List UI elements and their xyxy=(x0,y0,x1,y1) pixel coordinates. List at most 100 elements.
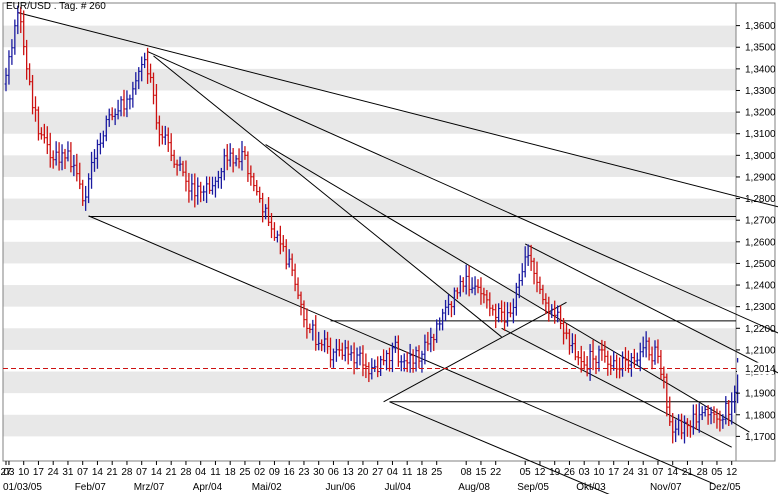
ohlc-bar xyxy=(96,139,99,169)
ohlc-bar xyxy=(659,349,663,380)
ohlc-bar xyxy=(391,342,394,373)
ohlc-bar xyxy=(90,151,93,189)
x-tick-label: 07 xyxy=(136,467,148,478)
ohlc-bar xyxy=(509,302,512,318)
grid-band xyxy=(3,371,736,394)
x-tick-label: 27 xyxy=(0,467,12,478)
ohlc-bar xyxy=(93,149,96,172)
ohlc-bar xyxy=(273,222,276,241)
y-tick-label: 1,2600 xyxy=(745,237,776,248)
x-tick-label: 07 xyxy=(652,467,664,478)
x-tick-label: 25 xyxy=(239,467,251,478)
ohlc-bar xyxy=(709,406,713,425)
ohlc-bar xyxy=(337,339,341,357)
ohlc-bar xyxy=(627,350,630,373)
ohlc-bar xyxy=(423,334,427,365)
ohlc-bar xyxy=(494,303,498,329)
ohlc-bar xyxy=(237,148,241,169)
ohlc-bar xyxy=(550,304,554,319)
ohlc-bar xyxy=(464,264,468,295)
ohlc-bar xyxy=(54,141,58,166)
x-tick-label: 11 xyxy=(402,467,413,478)
ohlc-bar xyxy=(128,94,132,110)
ohlc-bar xyxy=(609,355,613,376)
price-bars xyxy=(4,5,739,444)
ohlc-bar xyxy=(367,362,371,383)
ohlc-bar xyxy=(671,413,675,444)
grid-band xyxy=(3,414,736,437)
ohlc-bar xyxy=(113,108,117,126)
ohlc-bar xyxy=(355,347,359,370)
ohlc-bar xyxy=(346,340,350,365)
ohlc-bar xyxy=(187,172,191,203)
x-month-label: Feb/07 xyxy=(75,482,107,493)
ohlc-bar xyxy=(270,212,273,239)
x-tick-label: 31 xyxy=(638,467,650,478)
ohlc-bar xyxy=(48,132,52,168)
ohlc-bar xyxy=(641,336,645,358)
ohlc-bar xyxy=(653,340,657,365)
ohlc-bar xyxy=(45,126,49,155)
ohlc-bar xyxy=(81,179,85,206)
ohlc-bar xyxy=(453,287,456,316)
x-tick-label: 28 xyxy=(180,467,192,478)
x-month-label: Aug/08 xyxy=(458,482,490,493)
y-tick-label: 1,2700 xyxy=(745,216,776,227)
ohlc-bar xyxy=(689,420,692,438)
x-tick-label: 14 xyxy=(151,467,163,478)
ohlc-bar xyxy=(352,342,356,375)
ohlc-bar xyxy=(420,350,424,373)
ohlc-bar xyxy=(246,151,250,182)
x-tick-label: 25 xyxy=(431,467,443,478)
trendline-steep-b xyxy=(265,144,750,433)
ohlc-bar xyxy=(60,144,64,171)
ohlc-bar xyxy=(287,249,291,268)
ohlc-bar xyxy=(470,277,474,294)
y-tick-label: 1,1900 xyxy=(745,389,776,400)
x-tick-label: 20 xyxy=(357,467,369,478)
ohlc-bar xyxy=(199,181,203,203)
ohlc-bar xyxy=(84,185,88,211)
ohlc-bar xyxy=(686,418,689,437)
ohlc-bar xyxy=(506,302,509,327)
ohlc-bar xyxy=(31,74,34,115)
ohlc-bar xyxy=(503,301,506,331)
ohlc-bar xyxy=(399,355,403,372)
ohlc-bar xyxy=(134,72,138,95)
ohlc-bar xyxy=(529,244,533,271)
y-tick-label: 1,3200 xyxy=(745,108,776,119)
ohlc-bar xyxy=(340,342,344,360)
x-tick-label: 13 xyxy=(343,467,355,478)
grid-band xyxy=(3,241,736,264)
ohlc-bar xyxy=(66,141,70,162)
grid-band xyxy=(3,198,736,221)
ohlc-bar xyxy=(190,173,194,201)
ohlc-bar xyxy=(152,72,155,105)
ohlc-bar xyxy=(72,154,76,177)
ohlc-bar xyxy=(520,263,524,286)
ohlc-bar xyxy=(122,89,126,117)
x-tick-label: 21 xyxy=(107,467,119,478)
ohlc-bar xyxy=(261,192,265,223)
ohlc-bar xyxy=(467,265,471,297)
ohlc-bar xyxy=(34,96,37,122)
ohlc-bar xyxy=(500,300,503,323)
ohlc-bar xyxy=(526,244,530,266)
ohlc-bar xyxy=(588,344,592,381)
ohlc-bar xyxy=(724,396,728,425)
ohlc-bar xyxy=(125,90,129,118)
x-tick-label: 16 xyxy=(284,467,296,478)
x-tick-label: 09 xyxy=(269,467,281,478)
ohlc-bar xyxy=(674,419,678,443)
ohlc-bar xyxy=(585,356,589,377)
y-tick-label: 1,2800 xyxy=(745,194,776,205)
ohlc-bar xyxy=(205,176,208,203)
x-tick-label: 28 xyxy=(697,467,709,478)
ohlc-bar xyxy=(612,351,616,371)
x-month-label: Sep/05 xyxy=(517,482,549,493)
ohlc-bar xyxy=(160,125,164,145)
ohlc-bar xyxy=(110,107,114,121)
ohlc-bar xyxy=(358,346,362,366)
ohlc-bar xyxy=(485,289,489,309)
